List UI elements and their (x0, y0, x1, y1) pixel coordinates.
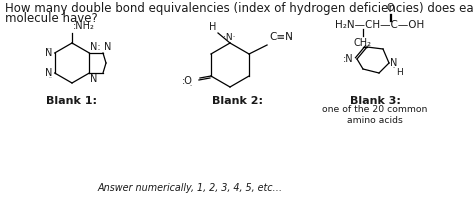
Text: N:: N: (91, 42, 101, 52)
Text: Blank 3:: Blank 3: (349, 96, 401, 106)
Text: ·N·: ·N· (223, 33, 235, 42)
Text: How many double bond equivalencies (index of hydrogen deficiencies) does each: How many double bond equivalencies (inde… (5, 2, 474, 15)
Text: H₂N—CH—C—OH: H₂N—CH—C—OH (335, 20, 424, 30)
Text: molecule have?: molecule have? (5, 12, 98, 25)
Text: :NH₂: :NH₂ (73, 21, 95, 31)
Text: O: O (386, 3, 394, 13)
Text: ··: ·· (49, 75, 53, 80)
Text: ··: ·· (392, 65, 395, 70)
Text: N: N (46, 68, 53, 78)
Text: ··: ·· (190, 83, 193, 88)
Text: H: H (396, 68, 403, 77)
Text: N: N (104, 42, 111, 52)
Text: C≡N: C≡N (269, 32, 293, 42)
Text: N: N (46, 48, 53, 58)
Text: Blank 2:: Blank 2: (212, 96, 264, 106)
Text: one of the 20 common
amino acids: one of the 20 common amino acids (322, 105, 428, 125)
Text: :O: :O (182, 76, 193, 86)
Text: N: N (91, 74, 98, 84)
Text: N: N (390, 58, 397, 68)
Text: :N: :N (343, 54, 354, 64)
Text: Answer numerically, 1, 2, 3, 4, 5, etc…: Answer numerically, 1, 2, 3, 4, 5, etc… (98, 183, 283, 193)
Text: ·: · (289, 32, 293, 46)
Text: CH₂: CH₂ (354, 38, 372, 48)
Text: ··: ·· (48, 46, 52, 51)
Text: H: H (209, 22, 216, 32)
Text: Blank 1:: Blank 1: (46, 96, 98, 106)
